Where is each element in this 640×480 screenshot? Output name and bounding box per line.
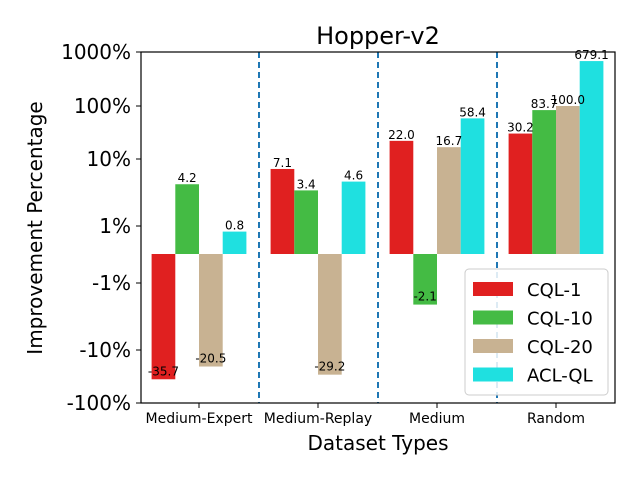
data-label: 3.4 — [297, 177, 316, 191]
y-axis-label: Improvement Percentage — [23, 101, 47, 354]
legend-swatch — [473, 282, 513, 296]
bar-cql-10-medium — [413, 254, 437, 305]
bar-cql-20-medium-replay — [318, 254, 342, 375]
x-tick-label: Medium — [409, 411, 465, 427]
bar-cql-20-random — [556, 106, 580, 254]
bar-acl-ql-medium — [460, 118, 485, 254]
bar-cql-1-random — [508, 133, 533, 254]
legend-label: CQL-1 — [527, 280, 581, 301]
y-tick-label: -10% — [79, 338, 131, 362]
data-label: -2.1 — [413, 290, 436, 304]
bar-acl-ql-medium-expert — [222, 231, 247, 254]
y-tick-label: 1000% — [61, 40, 131, 64]
x-ticks-group: Medium-Expert Medium-Replay Medium Random — [146, 403, 585, 427]
bar-cql-10-medium-replay — [294, 190, 318, 254]
data-label: -20.5 — [195, 352, 226, 366]
legend-label: CQL-20 — [527, 337, 593, 358]
axes-group — [140, 51, 616, 404]
data-label: 4.6 — [344, 169, 363, 183]
legend-label: ACL-QL — [527, 366, 593, 387]
data-label: -35.7 — [148, 364, 179, 378]
y-tick-label: 10% — [87, 147, 131, 171]
data-label: 30.2 — [507, 121, 534, 135]
bar-cql-10-random — [532, 110, 556, 254]
bar-acl-ql-random — [579, 61, 604, 254]
x-tick-label: Medium-Expert — [146, 411, 253, 427]
y-tick-label: -1% — [92, 271, 131, 295]
x-axis-label: Dataset Types — [307, 431, 448, 455]
x-tick-label: Medium-Replay — [264, 411, 372, 427]
bars-group — [151, 61, 604, 380]
bar-cql-20-medium — [437, 147, 461, 254]
y-tick-label: 100% — [74, 94, 131, 118]
x-tick-label: Random — [527, 411, 585, 427]
y-ticks-group: -100% -10% -1% 1% 10% 100% 1000% — [61, 40, 141, 415]
bar-cql-1-medium-expert — [151, 254, 176, 380]
bar-cql-1-medium — [389, 140, 414, 254]
data-label: 0.8 — [225, 219, 244, 233]
data-label: 7.1 — [273, 156, 292, 170]
data-label: 679.1 — [574, 48, 608, 62]
axes-frame — [140, 51, 616, 404]
y-tick-label: -100% — [67, 391, 131, 415]
data-labels-group: -35.7 7.1 22.0 30.2 4.2 3.4 -2.1 83.7 -20.5 -29.2… — [148, 48, 609, 378]
data-label: 83.7 — [531, 97, 558, 111]
bar-cql-20-medium-expert — [199, 254, 223, 367]
bar-cql-1-medium-replay — [270, 168, 295, 254]
legend-swatch — [473, 310, 513, 325]
bar-acl-ql-medium-replay — [341, 181, 366, 254]
legend: CQL-1 CQL-10 CQL-20 ACL-QL — [464, 268, 609, 396]
data-label: 22.0 — [388, 128, 415, 142]
legend-box — [464, 268, 609, 396]
y-tick-label: 1% — [99, 214, 131, 238]
data-label: 16.7 — [435, 134, 462, 148]
legend-swatch — [473, 339, 513, 353]
data-label: 4.2 — [178, 171, 197, 185]
legend-swatch — [473, 367, 513, 382]
data-label: 100.0 — [551, 93, 585, 107]
legend-label: CQL-10 — [527, 309, 593, 330]
data-label: -29.2 — [314, 360, 345, 374]
bar-cql-10-medium-expert — [175, 184, 199, 254]
data-label: 58.4 — [459, 105, 486, 119]
chart-title: Hopper-v2 — [316, 22, 440, 50]
